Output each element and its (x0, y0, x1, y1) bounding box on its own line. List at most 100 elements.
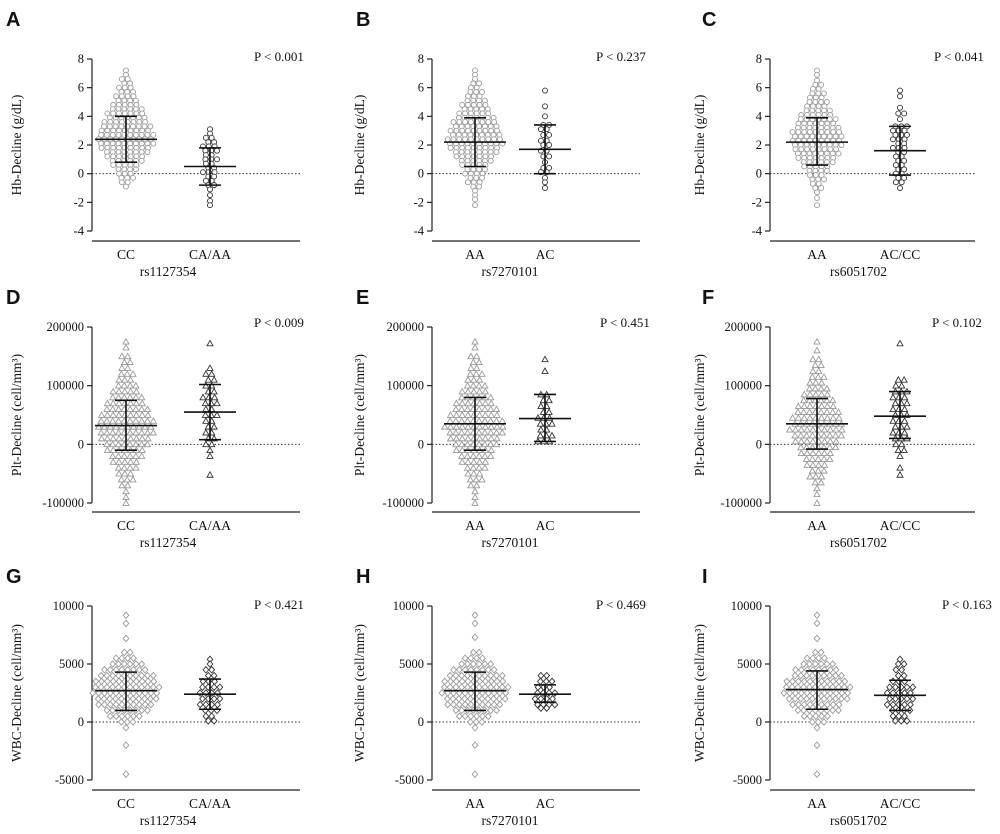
data-point (457, 452, 466, 459)
data-point (846, 683, 854, 692)
data-point (457, 440, 466, 448)
p-value-label: P < 0.237 (596, 49, 646, 64)
data-point (123, 370, 131, 377)
data-point (447, 127, 454, 134)
data-point (800, 660, 808, 668)
data-point (487, 660, 495, 668)
data-point (452, 440, 460, 448)
p-value-label: P < 0.451 (600, 315, 650, 330)
data-point (818, 712, 825, 721)
data-point (470, 375, 478, 383)
data-point (144, 149, 151, 156)
data-point (892, 153, 899, 160)
panel-letter: A (6, 9, 20, 31)
data-point (446, 428, 454, 436)
data-point (202, 134, 209, 141)
data-point (130, 712, 137, 721)
y-tick-label: 4 (418, 109, 425, 123)
data-point (546, 132, 553, 138)
data-point (473, 89, 480, 95)
data-point (821, 146, 828, 153)
data-point (537, 704, 545, 712)
data-point (458, 677, 466, 686)
data-point (446, 671, 454, 680)
data-point (797, 425, 806, 433)
data-point (818, 129, 825, 136)
data-point (199, 683, 206, 692)
data-point (464, 399, 472, 407)
data-point (216, 683, 224, 692)
data-point (126, 399, 135, 407)
data-point (472, 475, 480, 483)
data-point (479, 654, 486, 663)
data-point (832, 116, 839, 123)
data-point (121, 170, 128, 177)
data-point (127, 170, 134, 177)
y-tick-label: 10000 (393, 599, 424, 613)
data-point (817, 402, 826, 410)
data-point (804, 146, 811, 153)
data-point (475, 648, 483, 657)
x-category-label: AC/CC (880, 518, 921, 533)
data-point (809, 146, 816, 153)
data-point (493, 149, 500, 156)
data-point (812, 99, 819, 105)
data-point (891, 422, 900, 430)
data-point (114, 393, 123, 401)
data-point (800, 390, 808, 398)
data-point (797, 665, 805, 674)
data-point (894, 375, 903, 383)
data-point (486, 428, 495, 436)
y-tick-label: 8 (756, 52, 762, 66)
data-point (206, 660, 214, 668)
data-point (811, 660, 819, 668)
data-point (541, 355, 549, 363)
data-point (118, 654, 126, 663)
data-point (900, 671, 908, 680)
data-point (471, 337, 479, 345)
data-point (467, 694, 474, 703)
data-point (475, 416, 483, 424)
data-point (817, 361, 825, 368)
y-tick-label: 100000 (47, 379, 85, 393)
data-point (475, 405, 483, 412)
data-point (129, 694, 137, 703)
data-point (485, 119, 492, 126)
data-point (137, 452, 146, 459)
data-point (208, 665, 216, 674)
data-point (813, 490, 821, 498)
data-point (132, 166, 139, 173)
data-point (836, 129, 842, 136)
data-series-ac-cc (874, 655, 926, 725)
data-point (126, 683, 134, 692)
data-point (446, 434, 455, 442)
data-point (901, 677, 908, 686)
data-point (886, 694, 893, 703)
data-point (829, 706, 837, 715)
data-point (478, 475, 486, 483)
data-point (814, 71, 820, 78)
x-category-label: AC (536, 518, 555, 533)
data-point (129, 422, 138, 430)
x-category-label: AC (536, 247, 555, 262)
data-point (803, 689, 811, 697)
data-point (132, 393, 140, 401)
data-point (458, 458, 466, 465)
data-point (106, 123, 113, 130)
data-point (214, 700, 221, 709)
data-point (132, 452, 140, 459)
data-point (829, 414, 837, 421)
data-point (124, 712, 132, 721)
x-category-label: CA/AA (189, 796, 231, 811)
data-point (815, 90, 822, 97)
y-tick-label: -5000 (733, 773, 762, 787)
data-point (132, 660, 140, 668)
data-point (452, 428, 460, 436)
data-point (890, 127, 896, 134)
data-point (467, 718, 474, 726)
data-point (132, 458, 141, 465)
data-point (470, 80, 477, 87)
data-point (792, 133, 798, 140)
data-point (809, 437, 817, 445)
data-point (150, 677, 158, 686)
